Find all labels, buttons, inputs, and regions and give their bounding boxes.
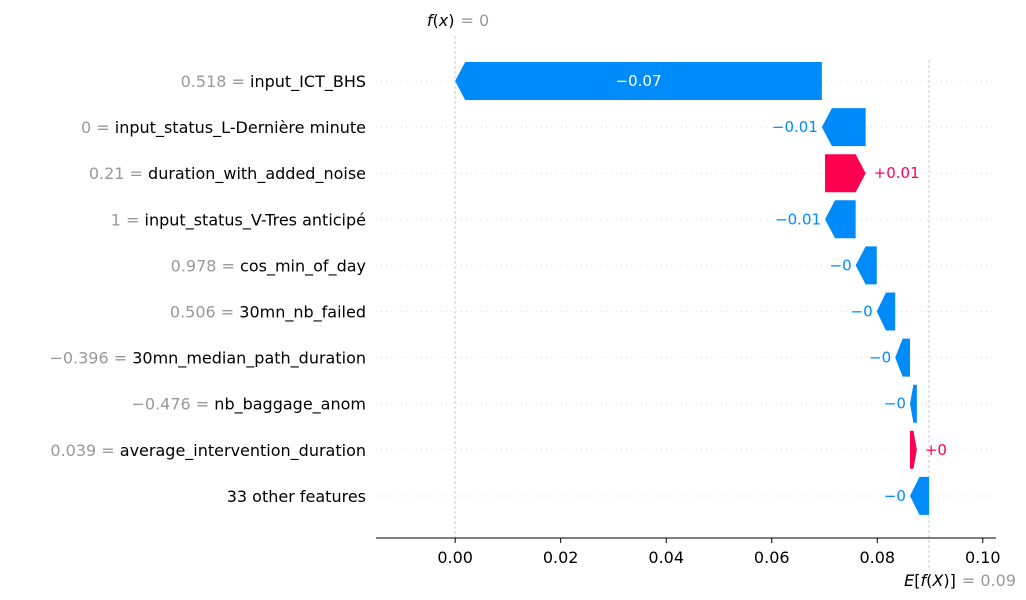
x-tick-label: 0.08: [859, 548, 895, 567]
waterfall-bar: [825, 200, 856, 239]
feature-label: 0.518 = input_ICT_BHS: [181, 72, 366, 92]
feature-label: 0.21 = duration_with_added_noise: [89, 164, 366, 184]
bar-value-label: −0.01: [772, 118, 818, 136]
row-gridlines: [376, 80, 996, 497]
x-axis: 0.00 0.02 0.04 0.06 0.08 0.10: [376, 537, 1001, 567]
feature-label: 0.506 = 30mn_nb_failed: [170, 303, 366, 323]
waterfall-bar: [855, 246, 877, 285]
waterfall-bar: [909, 476, 929, 515]
bar-value-label: +0: [925, 441, 947, 459]
waterfall-bar: [821, 108, 866, 147]
feature-label: −0.396 = 30mn_median_path_duration: [49, 349, 366, 369]
waterfall-bar: [455, 62, 822, 100]
x-tick-label: 0.02: [543, 548, 579, 567]
feature-labels: 0.518 = input_ICT_BHS 0 = input_status_L-…: [49, 72, 366, 506]
fx-label: f(x) = 0: [427, 11, 489, 30]
x-tick-label: 0.06: [754, 548, 790, 567]
feature-label: 0.039 = average_intervention_duration: [50, 441, 366, 461]
reference-lines: [454, 36, 930, 568]
bar-value-label: −0: [851, 303, 873, 321]
x-tick-label: 0.04: [648, 548, 684, 567]
bar-value-label: −0: [830, 256, 852, 274]
feature-label: 0.978 = cos_min_of_day: [171, 256, 366, 276]
feature-label: 1 = input_status_V-Tres anticipé: [111, 210, 366, 230]
bar-value-label: −0: [869, 349, 891, 367]
feature-label: 0 = input_status_L-Dernière minute: [81, 118, 366, 138]
feature-label: 33 other features: [227, 487, 366, 506]
waterfall-bar: [895, 338, 910, 377]
x-tick-label: 0.10: [965, 548, 1001, 567]
waterfall-bar: [876, 292, 896, 331]
bar-value-label: −0.01: [775, 210, 821, 228]
expected-value-label: E[f(X)] = 0.09: [904, 571, 1016, 590]
waterfall-bar: [825, 154, 866, 193]
waterfall-bar: [909, 384, 917, 423]
bar-value-label: −0: [884, 487, 906, 505]
bar-value-label: −0: [884, 395, 906, 413]
bar-value-label: −0.07: [616, 72, 662, 90]
bars: −0.07 −0.01 +0.01 −0.01 −0 −0 −0 −0 +0 −0: [455, 62, 947, 515]
bar-value-label: +0.01: [874, 164, 920, 182]
x-tick-label: 0.00: [437, 548, 473, 567]
waterfall-bar: [909, 430, 917, 469]
feature-label: −0.476 = nb_baggage_anom: [132, 395, 367, 415]
